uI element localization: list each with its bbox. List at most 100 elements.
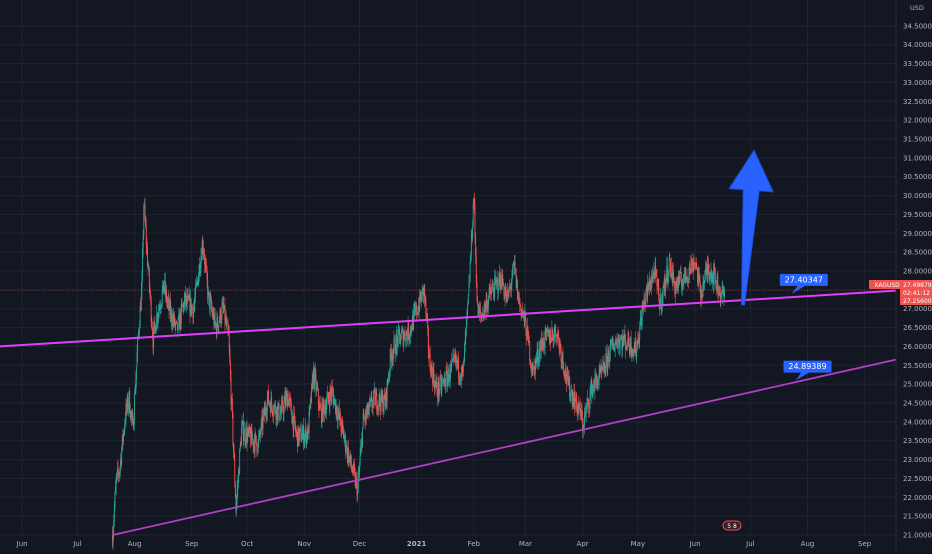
candle-body — [173, 314, 175, 322]
candle-body — [652, 270, 654, 276]
candle-body — [673, 272, 674, 282]
candle-body — [178, 314, 180, 319]
candle-body — [558, 333, 560, 339]
event-marker[interactable]: 5 8 — [722, 520, 742, 531]
price-callout[interactable]: 27.40347 — [779, 273, 828, 294]
candle-body — [432, 370, 434, 384]
candle-body — [722, 287, 724, 293]
candle-body — [134, 392, 136, 419]
candle-body — [231, 398, 233, 413]
forecast-arrow[interactable] — [728, 149, 774, 306]
candle-body — [605, 353, 607, 373]
candle-body — [470, 232, 472, 256]
candle-body — [623, 334, 625, 340]
candle-body — [335, 405, 337, 414]
candle-body — [219, 309, 221, 321]
candle-body — [650, 277, 652, 287]
candle-body — [204, 262, 206, 265]
upper-support-trendline[interactable] — [0, 289, 897, 348]
candle-body — [412, 316, 414, 330]
candle-body — [378, 394, 380, 407]
candle-body — [510, 285, 512, 289]
candle-body — [240, 443, 242, 446]
candle-body — [399, 335, 401, 344]
candle-body — [126, 404, 128, 409]
candle-body — [431, 364, 433, 372]
candle-body — [699, 276, 701, 284]
candle-body — [340, 424, 342, 432]
time-axis[interactable]: Jun Jul Aug Sep Oct Nov Dec 2021 Feb Mar Apr May Jun… — [16, 540, 872, 548]
candle-body — [672, 272, 674, 283]
candle-body — [665, 278, 666, 292]
candle-body — [237, 482, 239, 489]
time-tick-label: Aug — [128, 540, 142, 548]
candle-body — [486, 303, 488, 313]
candle-body — [163, 280, 164, 293]
price-callout-box[interactable] — [779, 273, 828, 286]
candle-body — [584, 411, 586, 415]
candle-body — [244, 428, 246, 437]
candle-body — [445, 386, 446, 388]
price-tick-label: 21.50000 — [903, 513, 932, 521]
candle-body — [318, 403, 320, 410]
candle-body — [306, 432, 308, 439]
candle-body — [302, 426, 304, 434]
candle-body — [646, 287, 648, 296]
candle-body — [465, 328, 467, 339]
candle-body — [203, 252, 205, 258]
candle-body — [442, 380, 444, 382]
candle-body — [185, 296, 187, 305]
candle-body — [489, 288, 491, 289]
candle-body — [234, 459, 236, 484]
candle-body — [694, 263, 696, 265]
candle-body — [387, 379, 389, 383]
event-marker-text: 5 8 — [727, 523, 737, 530]
candle-body — [277, 403, 279, 408]
price-callout[interactable]: 24.89389 — [783, 360, 832, 381]
current-price-text: 27.49879 — [903, 282, 932, 289]
candle-body — [498, 273, 500, 291]
price-axis[interactable]: USD 21.00000 21.50000 22.00000 22.50000 23.0… — [895, 0, 932, 550]
candle-body — [344, 434, 346, 451]
candle-body — [585, 407, 587, 414]
candle-body — [306, 432, 308, 444]
price-tick-label: 30.00000 — [903, 192, 932, 200]
candle-body — [175, 321, 177, 322]
annotations[interactable]: 27.40347 24.89389 — [779, 273, 832, 381]
candle-body — [600, 365, 602, 372]
candle-body — [222, 302, 223, 307]
price-callout-box[interactable] — [783, 360, 832, 373]
candle-body — [590, 381, 592, 390]
trendlines[interactable] — [0, 289, 897, 536]
lower-support-trendline[interactable] — [112, 358, 897, 536]
event-marker-pill[interactable] — [722, 520, 742, 531]
candle-body — [123, 430, 125, 432]
candle-body — [279, 419, 281, 421]
candle-body — [296, 432, 298, 447]
candle-body — [307, 426, 309, 439]
candle-body — [304, 433, 306, 440]
candle-body — [356, 479, 358, 497]
candle-body — [722, 287, 724, 291]
candle-body — [619, 340, 621, 348]
candle-body — [446, 370, 448, 372]
candle-body — [145, 226, 147, 245]
candle-body — [239, 448, 241, 474]
candle-body — [405, 331, 407, 342]
candle-body — [155, 325, 156, 334]
forecast-arrow-shape[interactable] — [728, 149, 774, 306]
candle-body — [547, 331, 549, 336]
candle-body — [679, 273, 681, 284]
candle-body — [301, 433, 303, 440]
candle-body — [581, 410, 583, 419]
candle-body — [588, 400, 590, 409]
candle-body — [451, 361, 453, 367]
candle-body — [398, 328, 400, 330]
candle-body — [392, 356, 394, 359]
candle-body — [436, 381, 438, 394]
candle-body — [612, 343, 614, 349]
candle-body — [274, 403, 276, 406]
candle-body — [242, 421, 244, 424]
